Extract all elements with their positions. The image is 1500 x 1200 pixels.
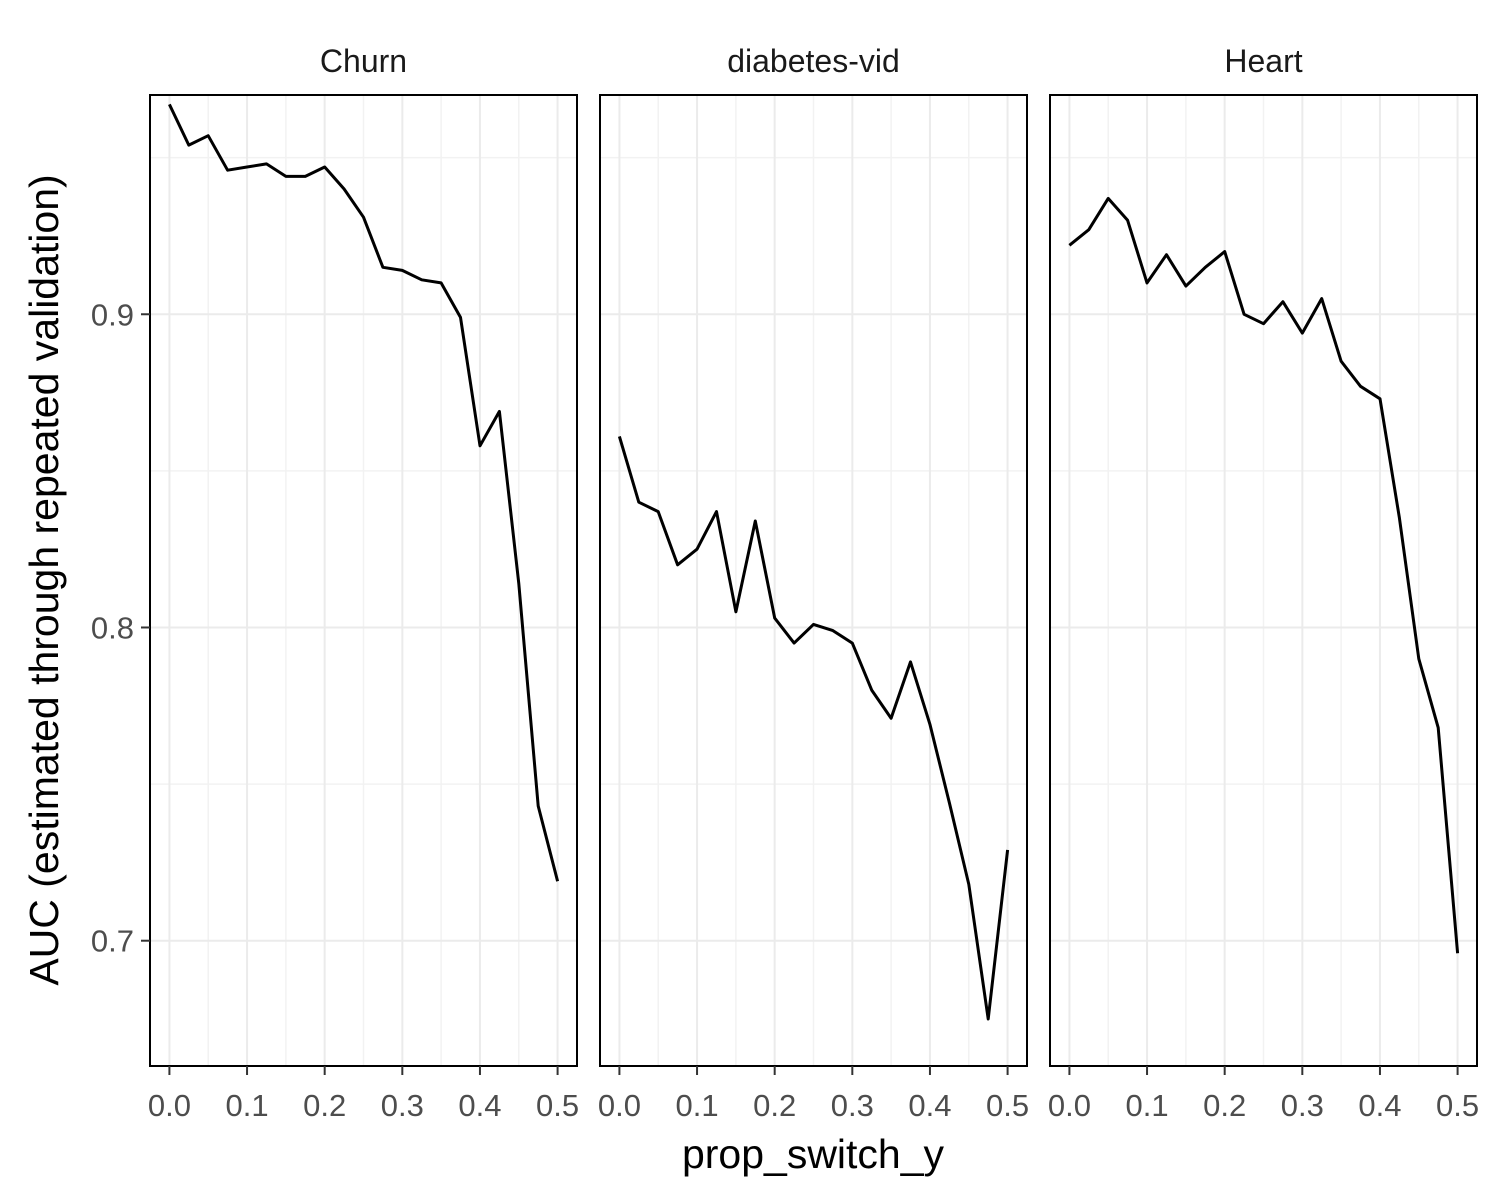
facet-panels: Churn 0.0 0.1 0.2 0.3 0.4 0.5 diabetes-vid 0.0 0.… [148,43,1479,1123]
x-tick-label: 0.2 [753,1088,796,1123]
x-tick-label: 0.5 [986,1088,1029,1123]
x-tick-label: 0.3 [1281,1088,1324,1123]
facet-title: diabetes-vid [727,43,900,79]
x-tick-label: 0.0 [1048,1088,1091,1123]
x-tick-label: 0.4 [1358,1088,1401,1123]
y-axis-title: AUC (estimated through repeated validati… [21,174,67,985]
series-line-1 [617,435,1010,1021]
x-tick-label: 0.2 [1203,1088,1246,1123]
x-tick-label: 0.0 [148,1088,191,1123]
series-line-2 [1068,196,1460,954]
x-tick-label: 0.5 [1436,1088,1479,1123]
x-tick-label: 0.5 [536,1088,579,1123]
x-tick-label: 0.2 [303,1088,346,1123]
y-axis: 0.7 0.8 0.9 [91,297,150,959]
facet-title: Heart [1224,43,1302,79]
panel-border [1049,94,1478,1067]
facet-panel-0: Churn 0.0 0.1 0.2 0.3 0.4 0.5 [148,43,579,1123]
x-tick-label: 0.4 [908,1088,951,1123]
x-tick-label: 0.1 [1125,1088,1168,1123]
y-tick-label: 0.9 [91,297,134,332]
panel-border [599,94,1028,1067]
x-tick-label: 0.3 [381,1088,424,1123]
facet-panel-1: diabetes-vid 0.0 0.1 0.2 0.3 0.4 0.5 [598,43,1029,1123]
panel-border [149,94,578,1067]
x-tick-label: 0.1 [225,1088,268,1123]
x-tick-label: 0.0 [598,1088,641,1123]
series-line-0 [168,103,560,882]
x-tick-label: 0.1 [675,1088,718,1123]
y-tick-label: 0.8 [91,610,134,645]
x-tick-label: 0.4 [458,1088,501,1123]
x-tick-label: 0.3 [831,1088,874,1123]
y-tick-label: 0.7 [91,924,134,959]
x-axis-title: prop_switch_y [682,1131,945,1177]
facet-panel-2: Heart 0.0 0.1 0.2 0.3 0.4 0.5 [1048,43,1479,1123]
facet-title: Churn [320,43,407,79]
